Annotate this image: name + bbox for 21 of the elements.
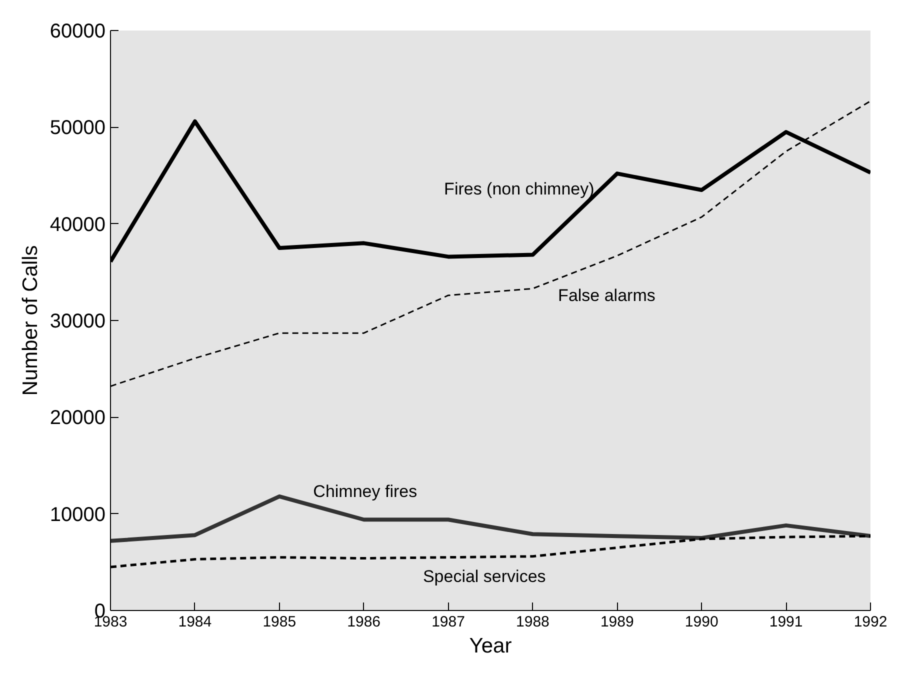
- x-tick-label: 1988: [516, 614, 550, 630]
- x-tick-label: 1989: [600, 614, 634, 630]
- x-tick-label: 1987: [432, 614, 465, 630]
- x-tick-label: 1986: [347, 614, 381, 630]
- x-tick-label: 1991: [769, 614, 803, 630]
- x-tick-label: 1984: [178, 614, 212, 630]
- x-axis-title: Year: [469, 634, 512, 658]
- series-label: False alarms: [558, 286, 656, 305]
- x-tick-label: 1985: [262, 614, 296, 630]
- y-tick-label: 60000: [50, 20, 106, 42]
- y-tick-label: 50000: [50, 117, 106, 140]
- y-tick-label: 20000: [50, 407, 106, 430]
- y-tick-label: 10000: [50, 504, 106, 526]
- series-label: Special services: [422, 567, 546, 586]
- x-tick-label: 1990: [684, 614, 718, 630]
- x-tick-label: 1992: [854, 614, 888, 630]
- y-tick-label: 40000: [50, 214, 106, 236]
- y-axis-title: Number of Calls: [18, 245, 42, 396]
- series-label: Chimney fires: [313, 482, 418, 502]
- series-label: Fires (non chimney): [444, 180, 594, 199]
- y-tick-label: 30000: [50, 310, 106, 332]
